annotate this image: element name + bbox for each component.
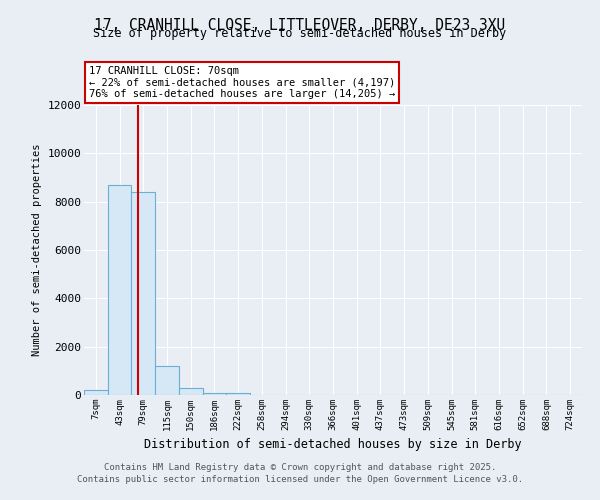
X-axis label: Distribution of semi-detached houses by size in Derby: Distribution of semi-detached houses by … xyxy=(144,438,522,452)
Bar xyxy=(131,192,155,395)
Text: Size of property relative to semi-detached houses in Derby: Size of property relative to semi-detach… xyxy=(94,28,506,40)
Bar xyxy=(155,366,179,395)
Bar xyxy=(203,392,226,395)
Text: 17, CRANHILL CLOSE, LITTLEOVER, DERBY, DE23 3XU: 17, CRANHILL CLOSE, LITTLEOVER, DERBY, D… xyxy=(94,18,506,32)
Text: Contains HM Land Registry data © Crown copyright and database right 2025.: Contains HM Land Registry data © Crown c… xyxy=(104,464,496,472)
Bar xyxy=(226,393,250,395)
Y-axis label: Number of semi-detached properties: Number of semi-detached properties xyxy=(32,144,42,356)
Bar xyxy=(179,388,203,395)
Bar xyxy=(108,184,131,395)
Bar xyxy=(84,390,108,395)
Text: Contains public sector information licensed under the Open Government Licence v3: Contains public sector information licen… xyxy=(77,475,523,484)
Text: 17 CRANHILL CLOSE: 70sqm
← 22% of semi-detached houses are smaller (4,197)
76% o: 17 CRANHILL CLOSE: 70sqm ← 22% of semi-d… xyxy=(89,66,395,99)
